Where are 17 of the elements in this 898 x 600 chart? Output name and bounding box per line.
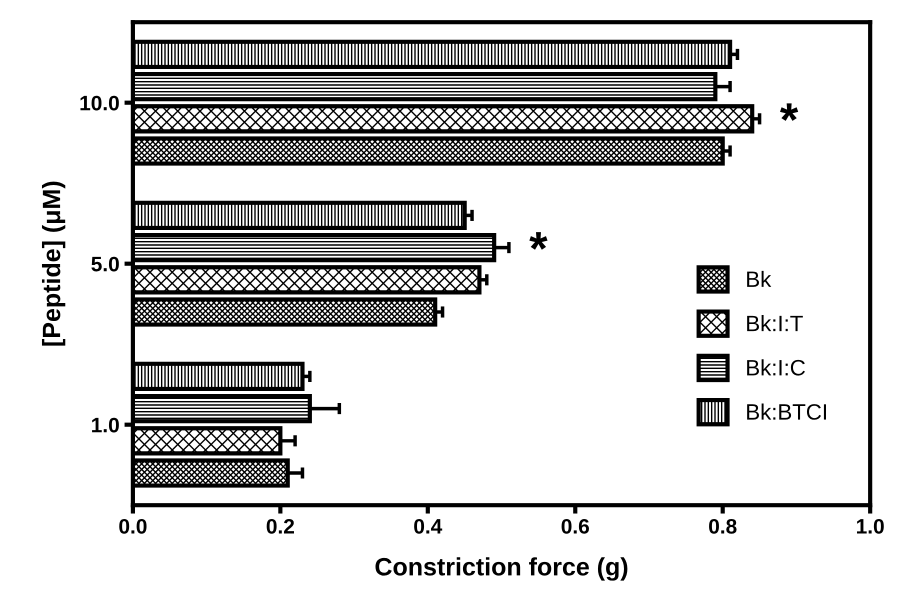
x-tick-label: 0.0: [119, 518, 147, 534]
x-tick-label: 0.6: [562, 518, 589, 534]
x-tick-label: 1.0: [856, 518, 884, 534]
legend-label: Bk: [747, 270, 772, 287]
x-tick-label: 0.2: [266, 518, 294, 534]
y-tick-label: 1.0: [92, 418, 119, 432]
x-axis-title: Constriction force (g): [375, 557, 628, 581]
y-axis-title: [Peptide] (μM): [42, 182, 66, 346]
x-tick-label: 0.8: [709, 518, 737, 534]
annotation: *: [780, 103, 798, 121]
y-tick-label: 5.0: [91, 256, 119, 272]
legend-label: Bk:BTCI: [747, 403, 826, 420]
y-tick-label: 10.0: [80, 96, 119, 110]
annotation: *: [529, 232, 548, 250]
x-tick-label: 0.4: [414, 518, 442, 534]
legend-label: Bk:I:C: [747, 359, 805, 376]
legend-label: Bk:I:T: [747, 315, 803, 332]
